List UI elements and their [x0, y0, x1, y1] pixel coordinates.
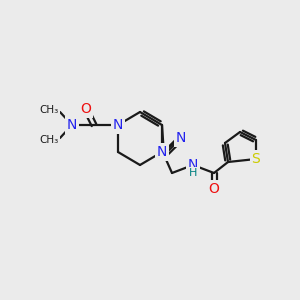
Text: N: N: [157, 145, 167, 159]
Text: O: O: [208, 182, 219, 196]
Text: CH₃: CH₃: [40, 135, 59, 145]
Text: O: O: [81, 102, 92, 116]
Text: N: N: [67, 118, 77, 132]
Text: N: N: [188, 158, 198, 172]
Text: CH₃: CH₃: [40, 105, 59, 115]
Text: S: S: [252, 152, 260, 166]
Text: N: N: [176, 131, 186, 145]
Text: H: H: [189, 168, 197, 178]
Text: N: N: [113, 118, 123, 132]
